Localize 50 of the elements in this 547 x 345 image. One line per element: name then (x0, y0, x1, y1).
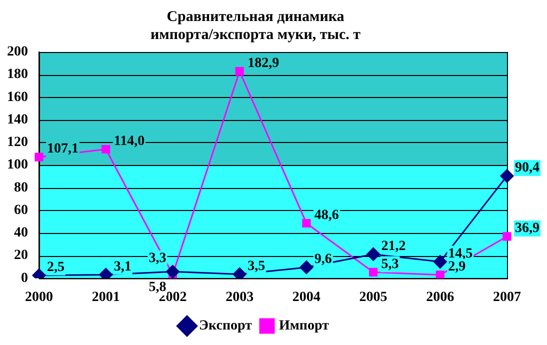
data-label: 90,4 (515, 160, 540, 176)
point (366, 247, 380, 261)
data-label: 3,1 (114, 259, 132, 274)
x-tick-label: 2006 (426, 290, 454, 306)
y-tick-label: 80 (14, 180, 28, 196)
y-tick-label: 120 (7, 135, 28, 150)
point (232, 267, 246, 278)
data-label: 2,5 (47, 260, 64, 275)
x-tick-label: 2004 (292, 290, 320, 306)
x-tick-label: 2003 (226, 290, 254, 306)
point (500, 169, 514, 183)
data-label: 5,8 (148, 280, 166, 296)
data-label: 48,6 (314, 208, 339, 223)
data-label: 21,2 (381, 238, 406, 254)
data-label: 3,3 (148, 251, 166, 266)
legend-label: Импорт (279, 318, 330, 334)
data-label: 36,9 (515, 221, 540, 236)
y-tick-label: 140 (7, 112, 28, 128)
point (34, 152, 44, 162)
x-tick-label: 2007 (493, 290, 521, 306)
legend-label: Экспорт (199, 318, 252, 334)
y-tick-label: 180 (7, 67, 28, 82)
x-tick-label: 2005 (359, 290, 388, 306)
point (369, 268, 378, 276)
chart-title: Сравнительная динамика импорта/экспорта муки, тыс. т (150, 8, 362, 43)
y-tick-label: 40 (14, 226, 28, 241)
point (433, 255, 447, 269)
data-label: 107,1 (47, 142, 78, 157)
y-tick-label: 160 (7, 90, 28, 105)
point (102, 144, 110, 154)
y-tick-label: 0 (21, 270, 28, 286)
y-tick-label: 100 (7, 158, 28, 173)
y-tick-label: 200 (7, 44, 28, 60)
data-label: 114,0 (114, 134, 145, 149)
data-label: 14,5 (448, 246, 473, 262)
data-label: 9,6 (314, 252, 332, 267)
point (166, 264, 180, 278)
x-tick-label: 2000 (25, 290, 53, 306)
data-label: 3,5 (248, 258, 266, 274)
y-tick-label: 20 (14, 248, 28, 264)
x-tick-label: 2001 (92, 290, 120, 306)
point (300, 260, 314, 274)
point (502, 232, 512, 241)
point (436, 270, 444, 278)
point (235, 67, 244, 76)
y-tick-label: 60 (14, 202, 28, 218)
data-label: 2,9 (448, 260, 466, 275)
data-label: 182,9 (248, 56, 280, 71)
data-label: 5,3 (381, 256, 399, 272)
point (302, 218, 311, 228)
